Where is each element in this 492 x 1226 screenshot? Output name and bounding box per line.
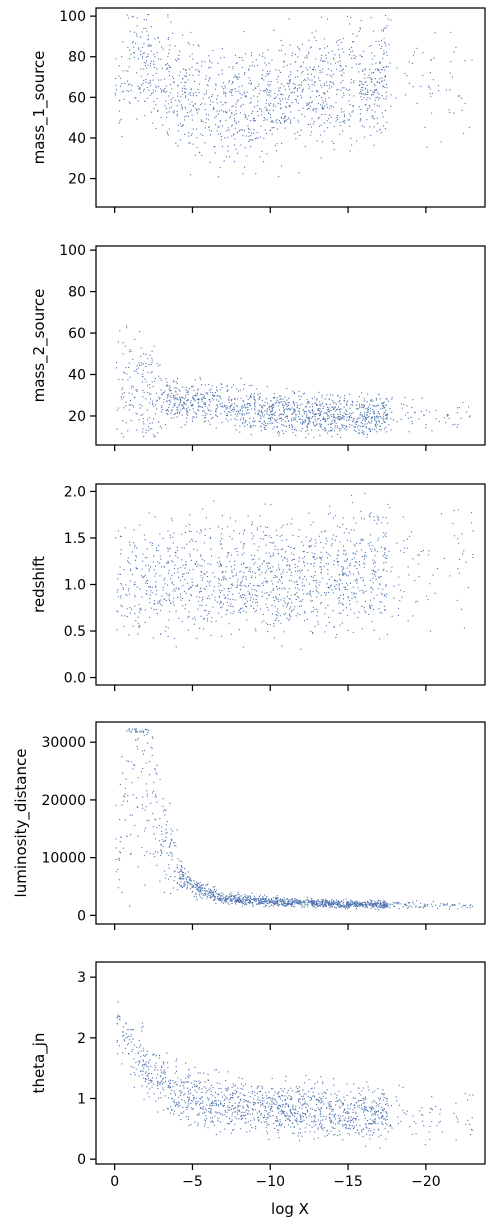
y-tick-label: 1.0	[64, 578, 86, 594]
panel-theta_jn: 0 1 2 3 0 −5 −10 −15 −20 theta_jn	[30, 961, 486, 1190]
y-tick-label: 1.5	[64, 531, 86, 547]
y-tick-label: 0	[77, 1152, 86, 1168]
y-tick-label: 40	[68, 131, 86, 147]
y-tick-label: 0	[77, 908, 86, 924]
y-tick-label: 80	[68, 285, 86, 301]
y-axis-label-redshift: redshift	[30, 556, 48, 613]
x-tick-label: −5	[182, 1174, 203, 1190]
x-tick-label: −20	[411, 1174, 441, 1190]
y-tick-label: 0.5	[64, 624, 86, 640]
y-axis-label-luminosity_distance: luminosity_distance	[12, 749, 31, 898]
scatter-points-luminosity_distance	[115, 728, 473, 911]
y-tick-label: 100	[59, 243, 86, 259]
y-tick-label: 1	[77, 1091, 86, 1107]
plot-frame	[95, 721, 486, 925]
y-tick-label: 60	[68, 90, 86, 106]
y-tick-label: 30000	[41, 735, 86, 751]
panel-mass_1_source: 20 40 60 80 100 mass_1_source	[30, 7, 486, 213]
plot-frame	[95, 7, 486, 208]
y-tick-label: 2	[77, 1031, 86, 1047]
plot-frame	[95, 961, 486, 1165]
panel-luminosity_distance: 0 10000 20000 30000 luminosity_distance	[12, 721, 486, 930]
y-tick-label: 100	[59, 9, 86, 25]
x-tick-label: −10	[255, 1174, 285, 1190]
y-tick-label: 40	[68, 368, 86, 384]
y-axis-label-theta_jn: theta_jn	[30, 1033, 49, 1094]
y-tick-label: 60	[68, 326, 86, 342]
y-axis-label-mass_2_source: mass_2_source	[30, 289, 49, 403]
scatter-points-mass_2_source	[116, 325, 471, 439]
x-tick-label: 0	[110, 1174, 119, 1190]
y-axis-label-mass_1_source: mass_1_source	[30, 51, 49, 165]
y-tick-label: 2.0	[64, 484, 86, 500]
scatter-points-theta_jn	[116, 1001, 474, 1149]
x-axis-label: log X	[271, 1200, 309, 1218]
plot-frame	[95, 483, 486, 686]
y-tick-label: 80	[68, 50, 86, 66]
scatter-points-mass_1_source	[114, 14, 473, 178]
panel-mass_2_source: 20 40 60 80 100 mass_2_source	[30, 243, 486, 451]
y-tick-label: 10000	[41, 851, 86, 867]
y-tick-label: 3	[77, 970, 86, 986]
x-tick-label: −15	[333, 1174, 363, 1190]
y-tick-label: 20000	[41, 793, 86, 809]
plot-frame	[95, 245, 486, 446]
scatter-points-redshift	[115, 492, 474, 650]
y-tick-label: 0.0	[64, 671, 86, 687]
panel-redshift: 0.0 0.5 1.0 1.5 2.0 redshift	[30, 483, 486, 691]
y-tick-label: 20	[68, 172, 86, 188]
y-tick-label: 20	[68, 409, 86, 425]
